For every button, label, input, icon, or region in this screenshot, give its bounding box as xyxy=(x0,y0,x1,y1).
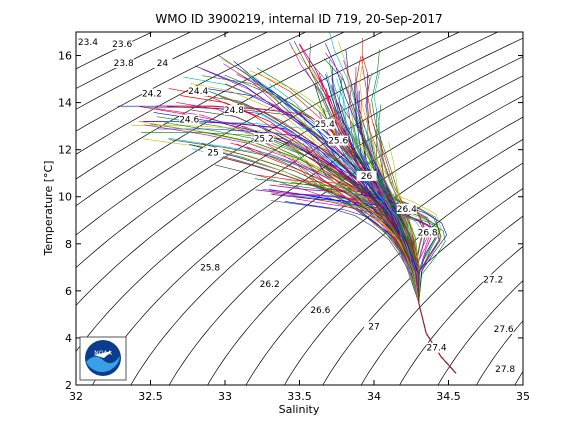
density-contour-label: 26.8 xyxy=(418,228,438,238)
y-tick-label: 10 xyxy=(58,191,72,204)
density-contour-line xyxy=(547,20,576,397)
y-axis-label: Temperature [°C] xyxy=(42,161,55,257)
x-tick-label: 35 xyxy=(516,390,530,403)
density-contour-line xyxy=(76,32,192,89)
density-label-bg xyxy=(314,119,335,130)
density-contour-line xyxy=(76,32,269,132)
density-contour-line xyxy=(130,75,523,385)
density-contour-label: 23.8 xyxy=(114,59,134,69)
density-contour-label: 27.2 xyxy=(483,275,503,285)
x-axis-label: Salinity xyxy=(279,403,320,416)
density-label-bg xyxy=(203,147,224,158)
density-label-bg xyxy=(188,86,209,97)
density-contour-label: 24 xyxy=(157,59,169,69)
x-tick-label: 33.5 xyxy=(287,390,312,403)
x-tick-label: 34.5 xyxy=(436,390,461,403)
ts-profile-line xyxy=(241,126,457,374)
density-contour-line xyxy=(322,188,523,385)
density-label-bg xyxy=(328,135,349,146)
density-contour-labels: 23.4 23.6 23.8 24 24.2 24.4 24.6 24.8 25 25.2 25.4… xyxy=(77,36,516,375)
y-tick-label: 12 xyxy=(58,144,72,157)
density-contour-line xyxy=(360,215,523,385)
density-contour-lines xyxy=(76,20,576,397)
density-contour-label: 24.8 xyxy=(224,106,244,116)
density-label-bg xyxy=(495,363,516,374)
density-contour-line xyxy=(76,32,499,306)
density-contour-line xyxy=(76,32,422,236)
density-contour-label: 27.6 xyxy=(494,325,514,335)
x-tick-label: 32 xyxy=(69,390,83,403)
density-contour-label: 25.2 xyxy=(254,134,274,144)
density-contour-line xyxy=(475,320,523,385)
density-contour-label: 26.6 xyxy=(310,306,330,316)
density-contour-line xyxy=(76,32,345,180)
density-contour-label: 27.4 xyxy=(427,344,447,354)
density-contour-label: 25 xyxy=(207,148,218,158)
density-label-bg xyxy=(259,279,280,290)
x-tick-label: 34 xyxy=(367,390,381,403)
density-contour-line xyxy=(76,32,307,155)
density-contour-line xyxy=(437,280,523,385)
density-label-bg xyxy=(179,114,200,125)
y-tick-label: 2 xyxy=(65,379,72,392)
density-label-bg xyxy=(356,170,377,181)
density-contour-line xyxy=(168,95,523,385)
density-label-bg xyxy=(77,36,98,47)
y-tick-label: 4 xyxy=(65,332,72,345)
density-contour-line xyxy=(76,37,523,353)
y-tick-label: 8 xyxy=(65,238,72,251)
density-contour-line xyxy=(76,32,384,207)
density-label-bg xyxy=(253,133,274,144)
ts-profile-line xyxy=(233,60,457,374)
density-label-bg xyxy=(396,203,417,214)
density-contour-label: 25.6 xyxy=(328,137,348,147)
x-tick-label: 33 xyxy=(218,390,232,403)
x-tick-label: 32.5 xyxy=(138,390,163,403)
x-axis-ticks: 32 32.5 33 33.5 34 34.5 35 xyxy=(69,32,530,403)
ts-profile-line xyxy=(239,69,457,374)
profile-lines xyxy=(117,32,457,374)
density-contour-label: 24.4 xyxy=(188,87,208,97)
density-label-bg xyxy=(141,88,162,99)
density-contour-label: 27 xyxy=(368,323,379,333)
density-contour-label: 26 xyxy=(361,172,373,182)
density-contour-label: 27.8 xyxy=(495,365,515,375)
density-label-bg xyxy=(483,274,504,285)
density-label-bg xyxy=(200,262,221,273)
ts-profile-line xyxy=(388,141,457,374)
density-contour-line xyxy=(514,370,523,385)
density-label-bg xyxy=(493,323,514,334)
svg-text:NOAA: NOAA xyxy=(94,350,112,357)
density-contour-label: 24.2 xyxy=(142,90,162,100)
density-label-bg xyxy=(426,342,447,353)
density-label-bg xyxy=(417,227,438,238)
density-contour-label: 26.4 xyxy=(397,205,417,215)
chart-title: WMO ID 3900219, internal ID 719, 20-Sep-… xyxy=(155,12,442,26)
y-tick-label: 16 xyxy=(58,50,72,63)
density-label-bg xyxy=(364,321,384,332)
density-label-bg xyxy=(113,57,134,68)
density-contour-label: 24.6 xyxy=(179,115,199,125)
y-tick-label: 14 xyxy=(58,97,72,110)
noaa-logo: NOAA xyxy=(79,336,127,381)
density-contour-label: 23.6 xyxy=(112,40,132,50)
density-contour-line xyxy=(283,162,523,385)
density-label-bg xyxy=(223,105,244,116)
density-label-bg xyxy=(152,57,173,68)
density-label-bg xyxy=(112,39,133,50)
density-contour-line xyxy=(76,32,230,110)
density-contour-line xyxy=(91,56,523,385)
density-contour-label: 25.8 xyxy=(200,264,220,274)
density-contour-label: 26.2 xyxy=(260,280,280,290)
density-contour-label: 25.4 xyxy=(315,120,335,130)
density-label-bg xyxy=(310,305,331,316)
y-tick-label: 6 xyxy=(65,285,72,298)
density-contour-label: 23.4 xyxy=(78,38,98,48)
density-contour-line xyxy=(399,245,523,385)
